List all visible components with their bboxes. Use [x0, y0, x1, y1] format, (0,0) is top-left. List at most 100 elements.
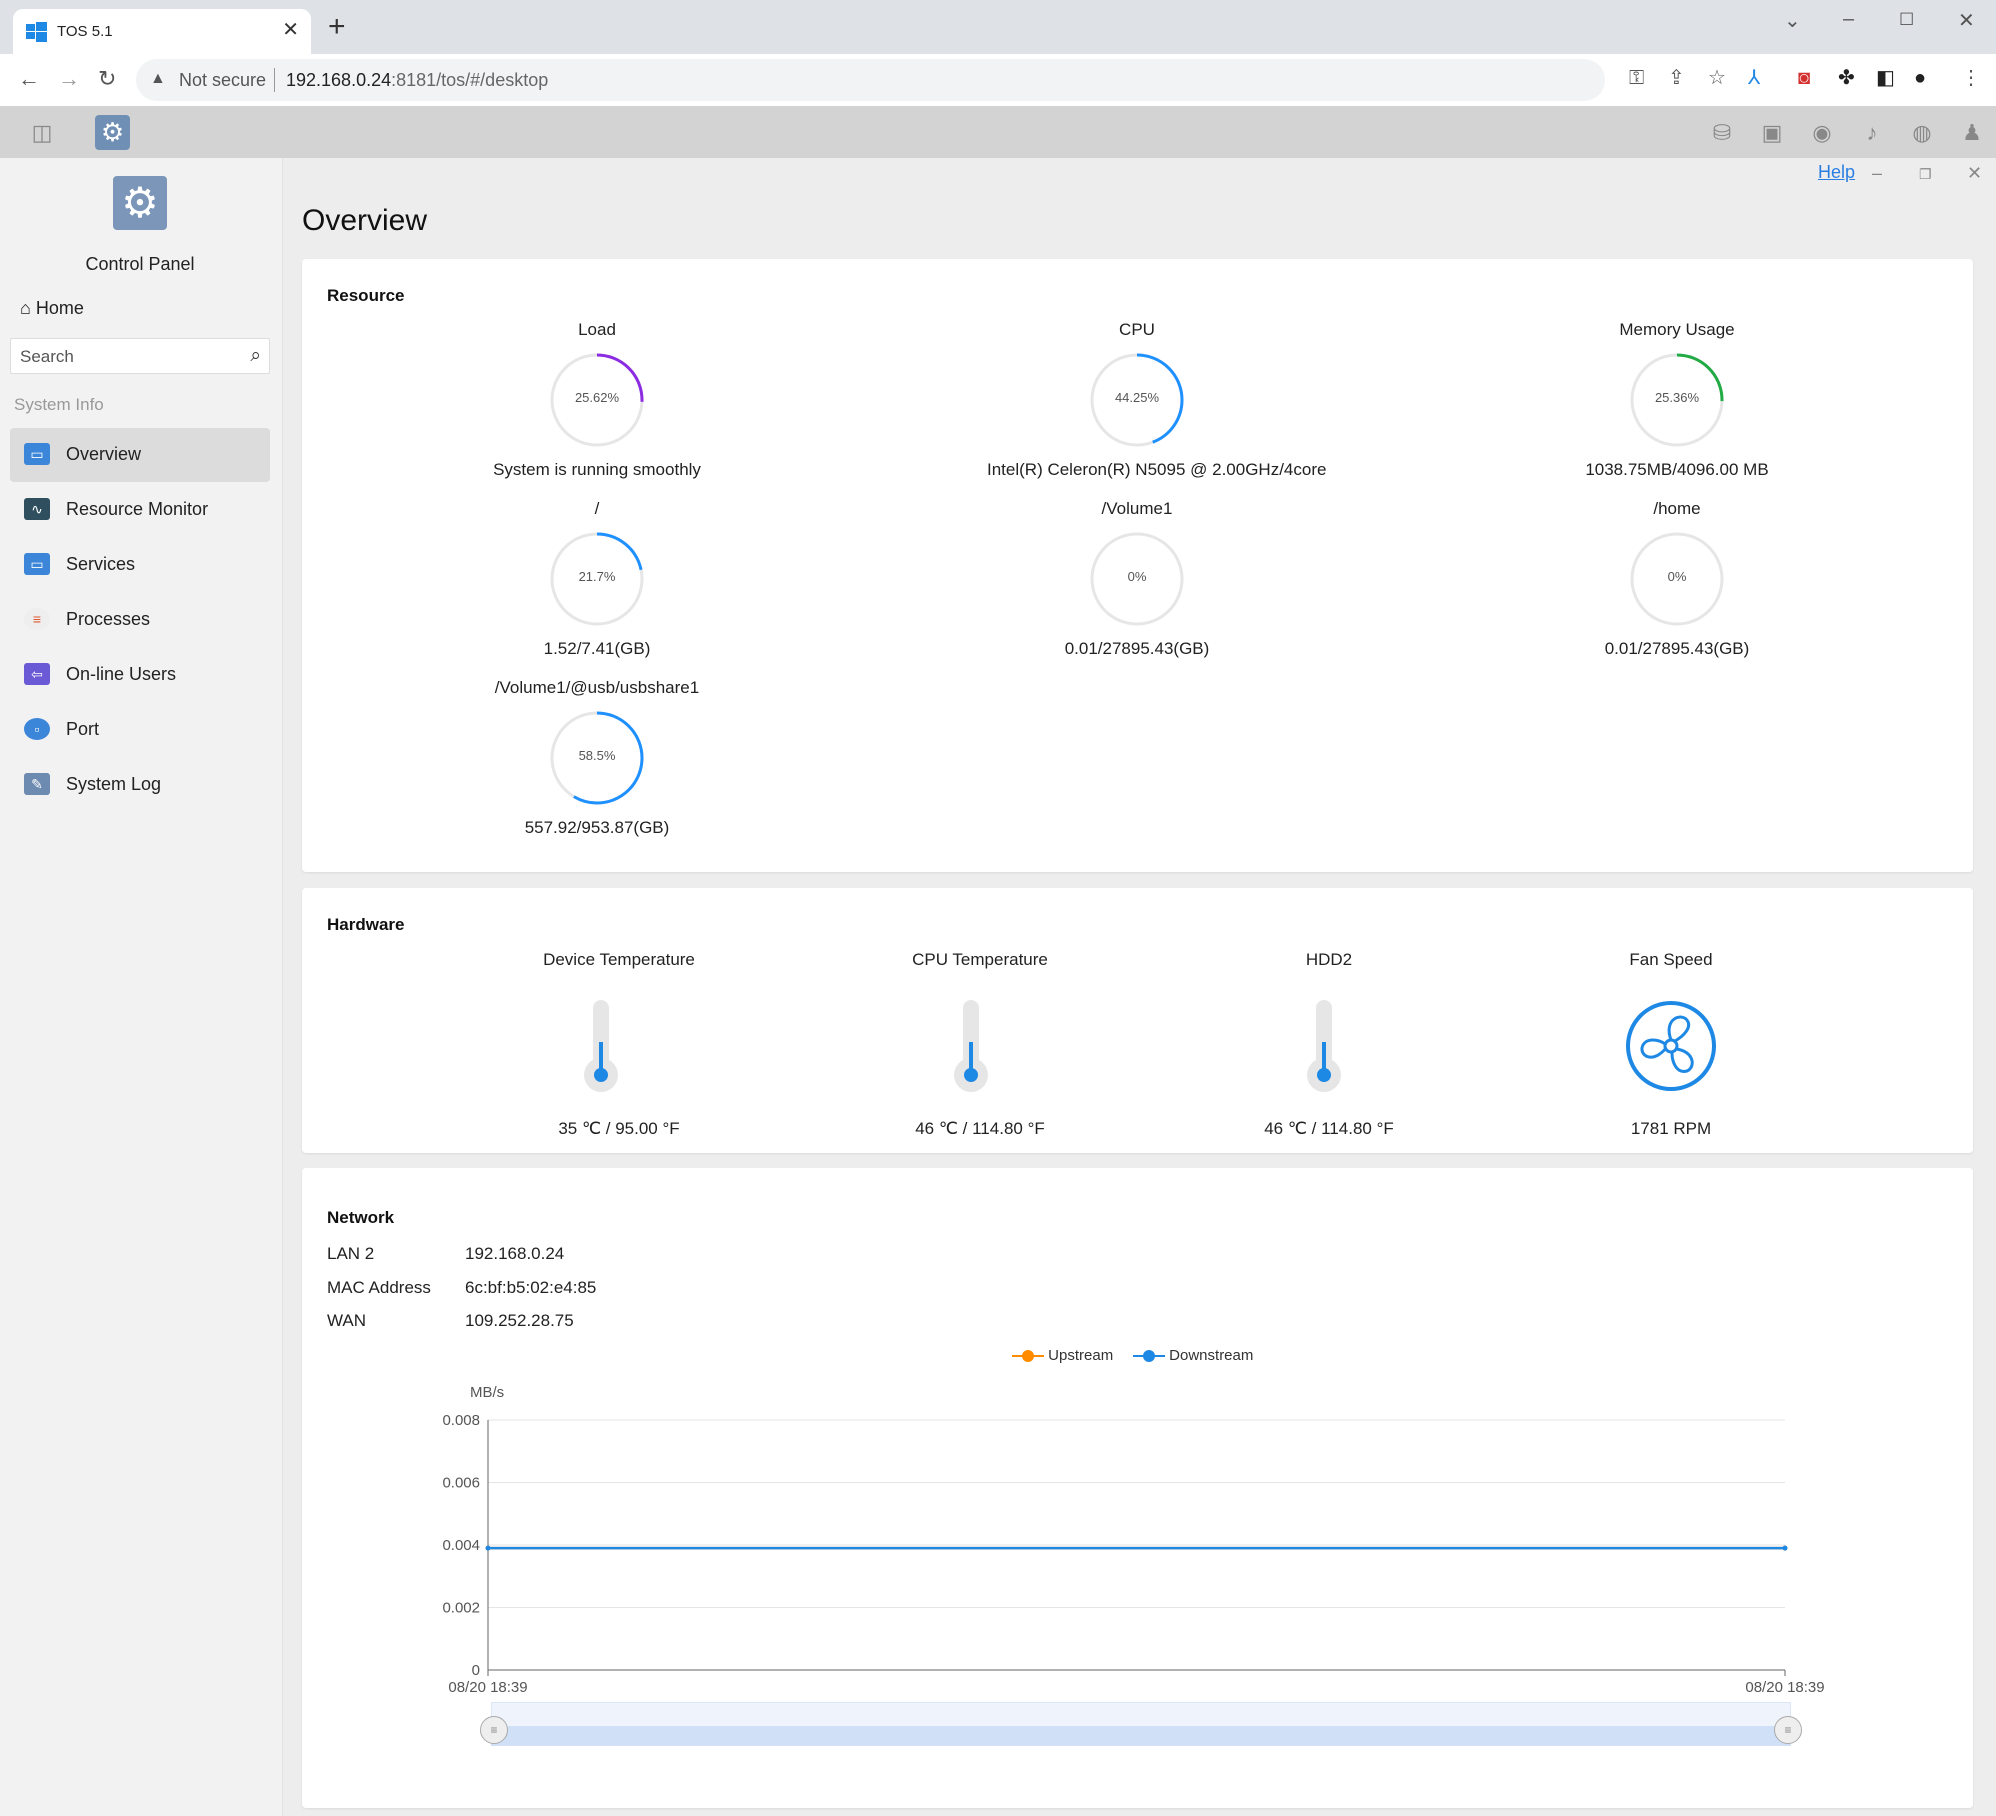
- monitor-icon[interactable]: ▣: [1761, 120, 1783, 145]
- gauge-ring: 21.7%: [549, 531, 645, 627]
- processes-icon: ≡: [24, 608, 50, 630]
- panel-restore-icon[interactable]: ❐: [1919, 166, 1932, 182]
- system-log-icon: ✎: [24, 773, 50, 795]
- tab-search-chevron-icon[interactable]: ⌄: [1784, 10, 1801, 32]
- legend-upstream[interactable]: Upstream: [1012, 1347, 1113, 1364]
- gauge-percent: 58.5%: [578, 748, 616, 763]
- gauge-subtext: 0.01/27895.43(GB): [1604, 639, 1750, 658]
- gauge-label: /Volume1/@usb/usbshare1: [494, 678, 700, 697]
- control-panel-taskbar-icon[interactable]: ⚙: [95, 115, 130, 150]
- resource-card-title: Resource: [327, 286, 405, 305]
- usb-icon[interactable]: ⛁: [1712, 120, 1732, 145]
- cpu-temperature: CPU Temperature: [830, 950, 1130, 970]
- gauge-ring-svg: [1090, 353, 1184, 447]
- gauge-arc: [1090, 353, 1184, 447]
- gauge-label: Memory Usage: [1619, 320, 1735, 339]
- gauge-ring-svg: [1630, 353, 1724, 447]
- home-label: Home: [35, 298, 84, 318]
- zoom-handle-left-icon[interactable]: ≡: [480, 1716, 508, 1744]
- section-label-system-info: System Info: [14, 395, 104, 414]
- resource-card: Resource: [302, 259, 1973, 872]
- desktop-show-icon[interactable]: ◫: [31, 120, 53, 145]
- sidebar-item-system-log[interactable]: ✎ System Log: [10, 758, 270, 812]
- gauge-label: CPU: [1119, 320, 1155, 339]
- nas-taskbar: ◫ ⛁ ▣ ◉ ♪ ◍ ♟: [0, 106, 1996, 158]
- legend-label: Upstream: [1048, 1347, 1114, 1364]
- resource-gauge: /Volume1/@usb/usbshare1 58.5% 557.92/953.8…: [447, 678, 747, 838]
- close-window-icon[interactable]: ✕: [1958, 10, 1975, 32]
- maximize-window-icon[interactable]: ☐: [1899, 10, 1915, 29]
- side-panel-icon[interactable]: ◧: [1876, 67, 1895, 89]
- sidebar-item-services[interactable]: ▭ Services: [10, 538, 270, 592]
- search-icon[interactable]: ⌕: [250, 345, 261, 366]
- gauge-track: [1630, 532, 1724, 626]
- sidebar-item-overview[interactable]: ▭ Overview: [10, 428, 270, 482]
- app-title: Control Panel: [85, 254, 195, 274]
- search-input[interactable]: Search ⌕: [10, 338, 270, 374]
- back-icon[interactable]: ←: [18, 66, 40, 91]
- chart-y-tick-label: 0.004: [442, 1537, 480, 1554]
- omnibox-separator: [274, 68, 275, 92]
- zoom-handle-right-icon[interactable]: ≡: [1774, 1716, 1802, 1744]
- sidebar-item-online-users[interactable]: ⇦ On-line Users: [10, 648, 270, 702]
- online-users-icon: ⇦: [24, 663, 50, 685]
- gauge-subtext: System is running smoothly: [493, 460, 701, 479]
- chart-y-tick-label: 0.006: [442, 1475, 480, 1492]
- chart-y-axis-label: MB/s: [470, 1384, 505, 1401]
- help-link[interactable]: Help: [1818, 162, 1856, 182]
- gauge-percent: 25.62%: [574, 390, 620, 405]
- warning-icon: ▲: [150, 70, 166, 87]
- panel-minimize-icon[interactable]: –: [1872, 163, 1883, 183]
- extension-a-icon[interactable]: ⅄: [1748, 67, 1761, 89]
- sidebar-item-port[interactable]: ▫ Port: [10, 703, 270, 757]
- legend-downstream-marker: [1133, 1350, 1165, 1363]
- gauge-percent: 0%: [1127, 569, 1147, 584]
- profile-avatar-icon[interactable]: ●: [1914, 67, 1927, 89]
- address-bar[interactable]: [136, 59, 1605, 101]
- forward-icon[interactable]: →: [58, 66, 80, 91]
- legend-downstream[interactable]: Downstream: [1133, 1347, 1253, 1364]
- extensions-puzzle-icon[interactable]: ✤: [1838, 67, 1855, 89]
- gauge-ring-svg: [550, 353, 644, 447]
- user-icon[interactable]: ♟: [1962, 120, 1982, 145]
- home-icon: ⌂: [20, 298, 36, 318]
- key-icon[interactable]: ⚿: [1629, 67, 1645, 89]
- url-text[interactable]: 192.168.0.24:8181/tos/#/desktop: [286, 70, 548, 91]
- chart-y-tick-label: 0.008: [442, 1412, 480, 1429]
- new-tab-icon[interactable]: +: [328, 10, 346, 43]
- search-placeholder: Search: [20, 347, 74, 366]
- gauge-subtext: 1038.75MB/4096.00 MB: [1585, 460, 1769, 479]
- reload-icon[interactable]: ↻: [98, 66, 117, 91]
- fan-icon: [1626, 1001, 1716, 1091]
- home-link[interactable]: ⌂ Home: [20, 298, 84, 319]
- gauge-arc: [550, 532, 644, 626]
- sidebar-item-processes[interactable]: ≡ Processes: [10, 593, 270, 647]
- resource-gauge: CPU 44.25% Intel(R) Celeron(R) N5095 @ 2.0…: [987, 320, 1326, 480]
- legend-upstream-marker: [1012, 1350, 1044, 1363]
- notification-bell-icon[interactable]: ♪: [1866, 120, 1878, 145]
- control-panel-gear-icon: ⚙: [113, 176, 167, 230]
- globe-icon[interactable]: ◍: [1912, 120, 1932, 145]
- gauge-arc: [1630, 353, 1724, 447]
- resource-gauge: Memory Usage 25.36% 1038.75MB/4096.00 MB: [1527, 320, 1827, 480]
- services-icon: ▭: [24, 553, 50, 575]
- gauge-track: [1090, 532, 1184, 626]
- chart-x-tick-label: 08/20 18:39: [448, 1679, 527, 1696]
- sidebar-item-label: Resource Monitor: [66, 499, 209, 519]
- sidebar-item-resource-monitor[interactable]: ∿ Resource Monitor: [10, 483, 270, 537]
- bookmark-star-icon[interactable]: ☆: [1708, 67, 1726, 89]
- url-host: 192.168.0.24: [286, 70, 392, 90]
- gauge-percent: 21.7%: [578, 569, 616, 584]
- tab-close-icon[interactable]: ✕: [282, 19, 299, 41]
- minimize-window-icon[interactable]: –: [1843, 8, 1855, 30]
- chat-icon[interactable]: ◉: [1812, 120, 1832, 145]
- chart-zoom-range[interactable]: [491, 1726, 1791, 1746]
- gauge-ring: 58.5%: [549, 710, 645, 806]
- gauge-label: /Volume1: [1101, 499, 1173, 518]
- browser-menu-icon[interactable]: ⋮: [1961, 67, 1981, 89]
- panel-close-icon[interactable]: ✕: [1967, 163, 1983, 183]
- share-icon[interactable]: ⇪: [1668, 67, 1685, 89]
- browser-tab[interactable]: TOS 5.1 ✕: [13, 9, 311, 54]
- extension-b-icon[interactable]: ◙: [1798, 67, 1811, 89]
